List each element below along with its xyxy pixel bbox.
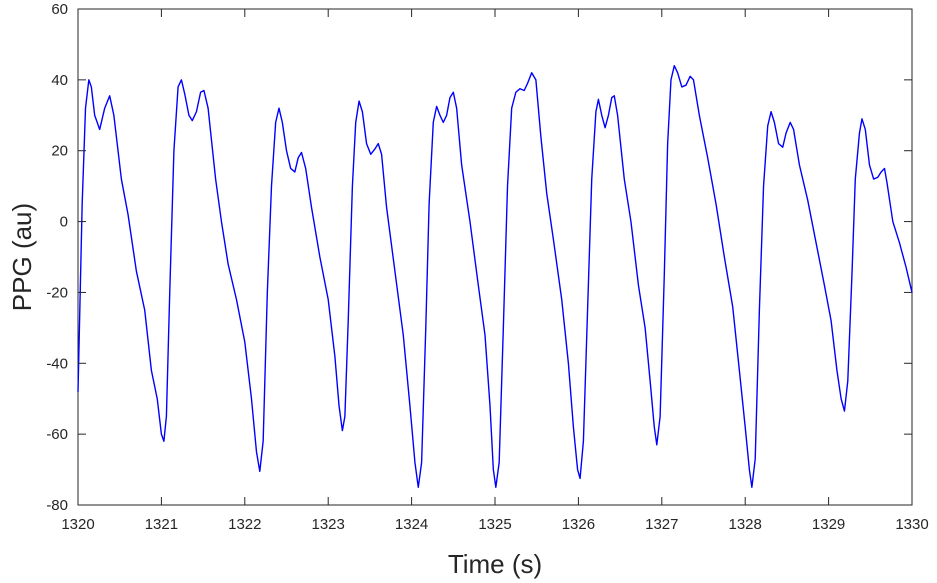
x-tick-label: 1330 — [895, 516, 928, 533]
y-tick-label: -80 — [46, 497, 68, 514]
x-tick-label: 1326 — [562, 516, 595, 533]
x-axis-title: Time (s) — [448, 549, 542, 579]
x-tick-label: 1328 — [729, 516, 762, 533]
x-tick-label: 1329 — [812, 516, 845, 533]
x-tick-label: 1323 — [312, 516, 345, 533]
y-tick-label: 60 — [51, 1, 68, 18]
y-tick-label: -20 — [46, 284, 68, 301]
tick-labels-layer: 1320 1321 1322 1323 1324 1325 1326 1327 1328 1329… — [46, 1, 928, 533]
x-tick-label: 1325 — [478, 516, 511, 533]
plot-frame — [77, 8, 913, 506]
y-tick-label: -60 — [46, 426, 68, 443]
x-tick-label: 1321 — [145, 516, 178, 533]
plot-area — [77, 8, 913, 506]
ppg-series-line — [77, 64, 913, 488]
x-tick-label: 1322 — [228, 516, 261, 533]
y-tick-label: -40 — [46, 355, 68, 372]
ticks-layer — [77, 8, 913, 506]
x-tick-label: 1327 — [645, 516, 678, 533]
y-tick-label: 40 — [51, 72, 68, 89]
y-tick-label: 0 — [60, 214, 68, 231]
y-tick-label: 20 — [51, 143, 68, 160]
x-tick-label: 1320 — [61, 516, 94, 533]
y-axis-title: PPG (au) — [7, 203, 37, 311]
series-layer — [77, 64, 913, 488]
x-tick-label: 1324 — [395, 516, 428, 533]
